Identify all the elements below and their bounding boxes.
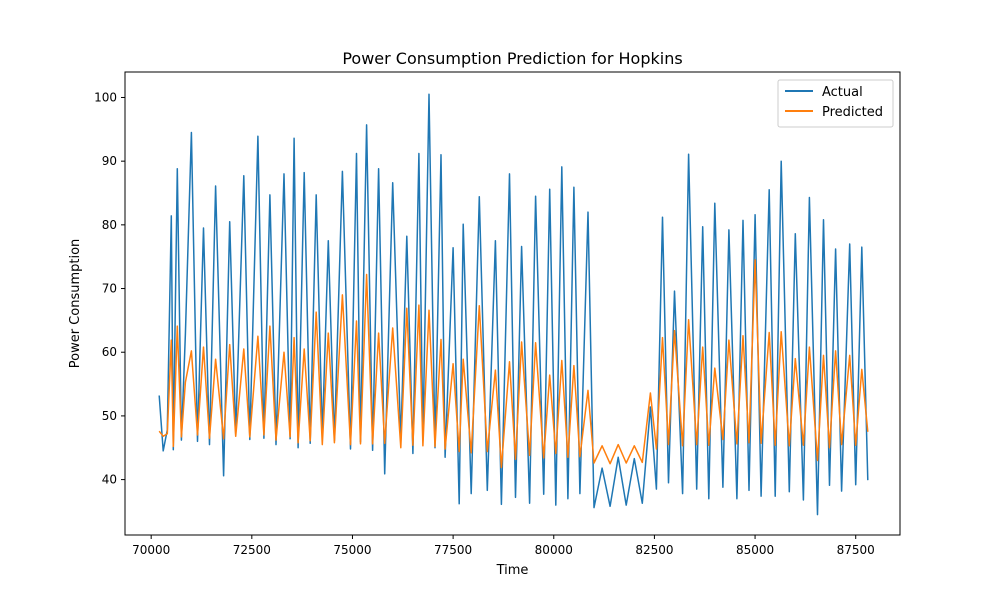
chart-title: Power Consumption Prediction for Hopkins (342, 49, 682, 68)
x-tick-label: 72500 (233, 543, 271, 557)
y-tick-label: 40 (102, 473, 117, 487)
x-axis: 70000 72500 75000 77500 80000 82500 85000 87500 (132, 535, 875, 557)
x-tick-label: 77500 (434, 543, 472, 557)
plot-area (158, 93, 869, 516)
legend-label-actual: Actual (822, 85, 863, 100)
x-tick-label: 85000 (736, 543, 774, 557)
legend: Actual Predicted (777, 79, 894, 128)
y-tick-label: 100 (94, 90, 117, 104)
series-layer (158, 93, 869, 516)
y-tick-label: 50 (102, 409, 117, 423)
y-tick-label: 90 (102, 154, 117, 168)
x-tick-label: 80000 (535, 543, 573, 557)
y-tick-label: 80 (102, 218, 117, 232)
y-axis: 40 50 60 70 80 90 100 (94, 90, 125, 487)
x-axis-label: Time (496, 563, 529, 578)
legend-label-predicted: Predicted (822, 105, 883, 120)
y-tick-label: 70 (102, 282, 117, 296)
x-tick-label: 70000 (132, 543, 170, 557)
series-line-actual (158, 93, 869, 516)
x-tick-label: 82500 (635, 543, 673, 557)
x-tick-label: 75000 (333, 543, 371, 557)
series-line-predicted (158, 259, 869, 469)
plot-frame (124, 71, 901, 536)
y-tick-label: 60 (102, 345, 117, 359)
y-axis-label: Power Consumption (68, 239, 83, 369)
x-tick-label: 87500 (837, 543, 875, 557)
